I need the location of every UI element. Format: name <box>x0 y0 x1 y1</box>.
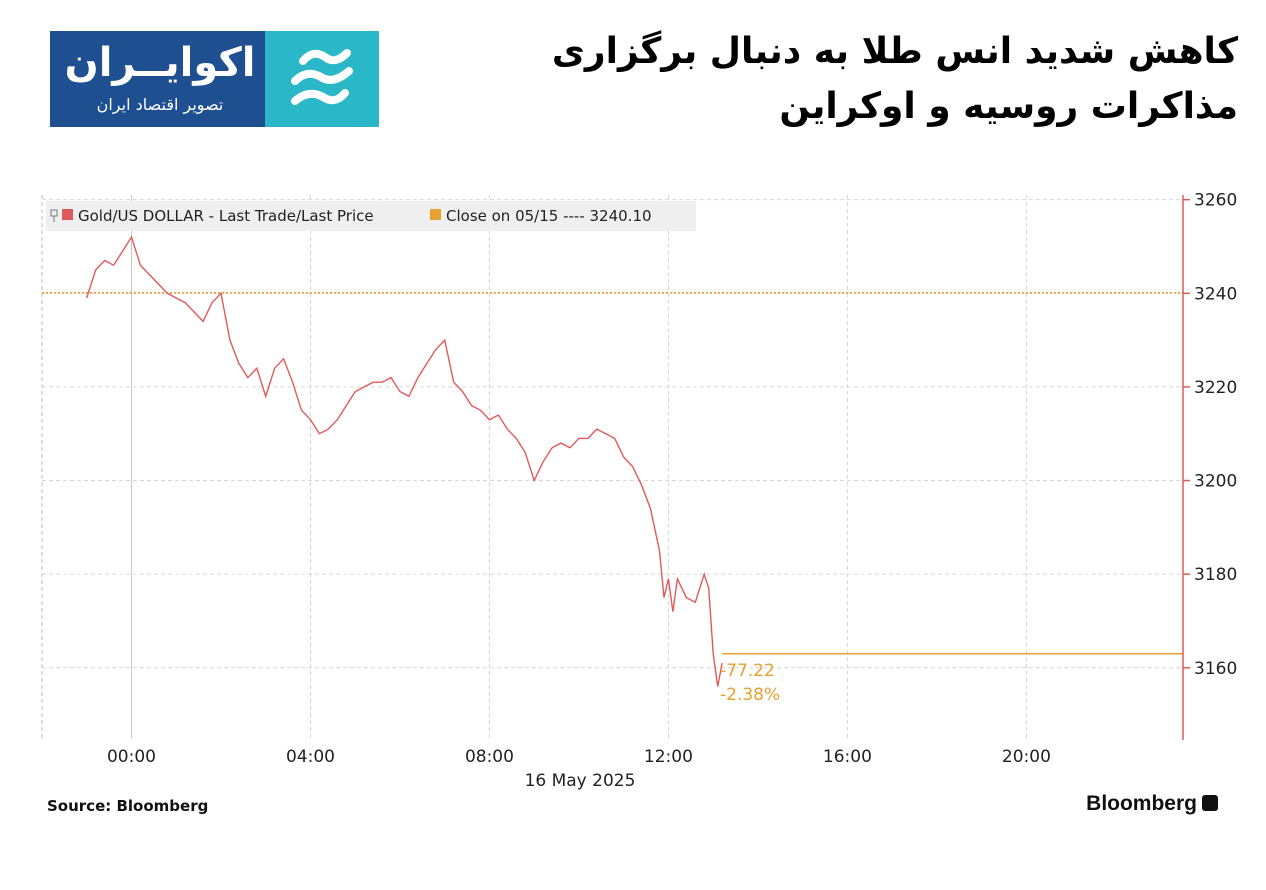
logo-subtitle: تصویر اقتصاد ایران <box>96 95 224 114</box>
legend-label-price: Gold/US DOLLAR - Last Trade/Last Price <box>78 207 374 225</box>
y-tick-label: 3180 <box>1194 565 1237 585</box>
legend-swatch-close <box>430 209 441 220</box>
legend-pin-icon <box>50 209 58 222</box>
bloomberg-icon <box>1202 795 1218 811</box>
logo-brand-text: اکوایــران <box>64 40 256 86</box>
y-tick-label: 3160 <box>1194 659 1237 679</box>
x-tick-label: 08:00 <box>465 747 514 767</box>
y-axis: 3260 3240 3220 3200 3180 3160 <box>1183 191 1237 679</box>
change-percent-label: -2.38% <box>720 685 780 705</box>
legend-box <box>46 201 696 231</box>
bloomberg-wordmark: Bloomberg <box>1086 792 1197 815</box>
ecoiran-logo: اکوایــران تصویر اقتصاد ایران <box>50 31 379 127</box>
y-tick-label: 3260 <box>1194 191 1237 211</box>
logo-mark-icon <box>265 31 379 127</box>
price-series-line <box>86 235 723 687</box>
y-tick-label: 3220 <box>1194 378 1237 398</box>
change-points-label: -77.22 <box>720 661 775 681</box>
x-tick-label: 16:00 <box>823 747 872 767</box>
x-tick-label: 00:00 <box>107 747 156 767</box>
x-axis-date-label: 16 May 2025 <box>525 771 636 791</box>
x-axis: 00:00 04:00 08:00 12:00 16:00 20:00 <box>107 747 1051 767</box>
source-note: Source: Bloomberg <box>47 797 209 815</box>
y-tick-label: 3200 <box>1194 472 1237 492</box>
x-tick-label: 04:00 <box>286 747 335 767</box>
x-tick-label: 12:00 <box>644 747 693 767</box>
legend-swatch-price <box>62 209 73 220</box>
legend-label-close: Close on 05/15 ---- 3240.10 <box>446 207 652 225</box>
plot-area <box>42 195 1183 738</box>
horizontal-grid <box>42 199 1183 669</box>
page-title: کاهش شدید انس طلا به دنبال برگزاری مذاکر… <box>551 31 1238 127</box>
y-tick-label: 3240 <box>1194 284 1237 304</box>
bloomberg-brand: Bloomberg <box>1086 792 1218 816</box>
x-tick-label: 20:00 <box>1002 747 1051 767</box>
